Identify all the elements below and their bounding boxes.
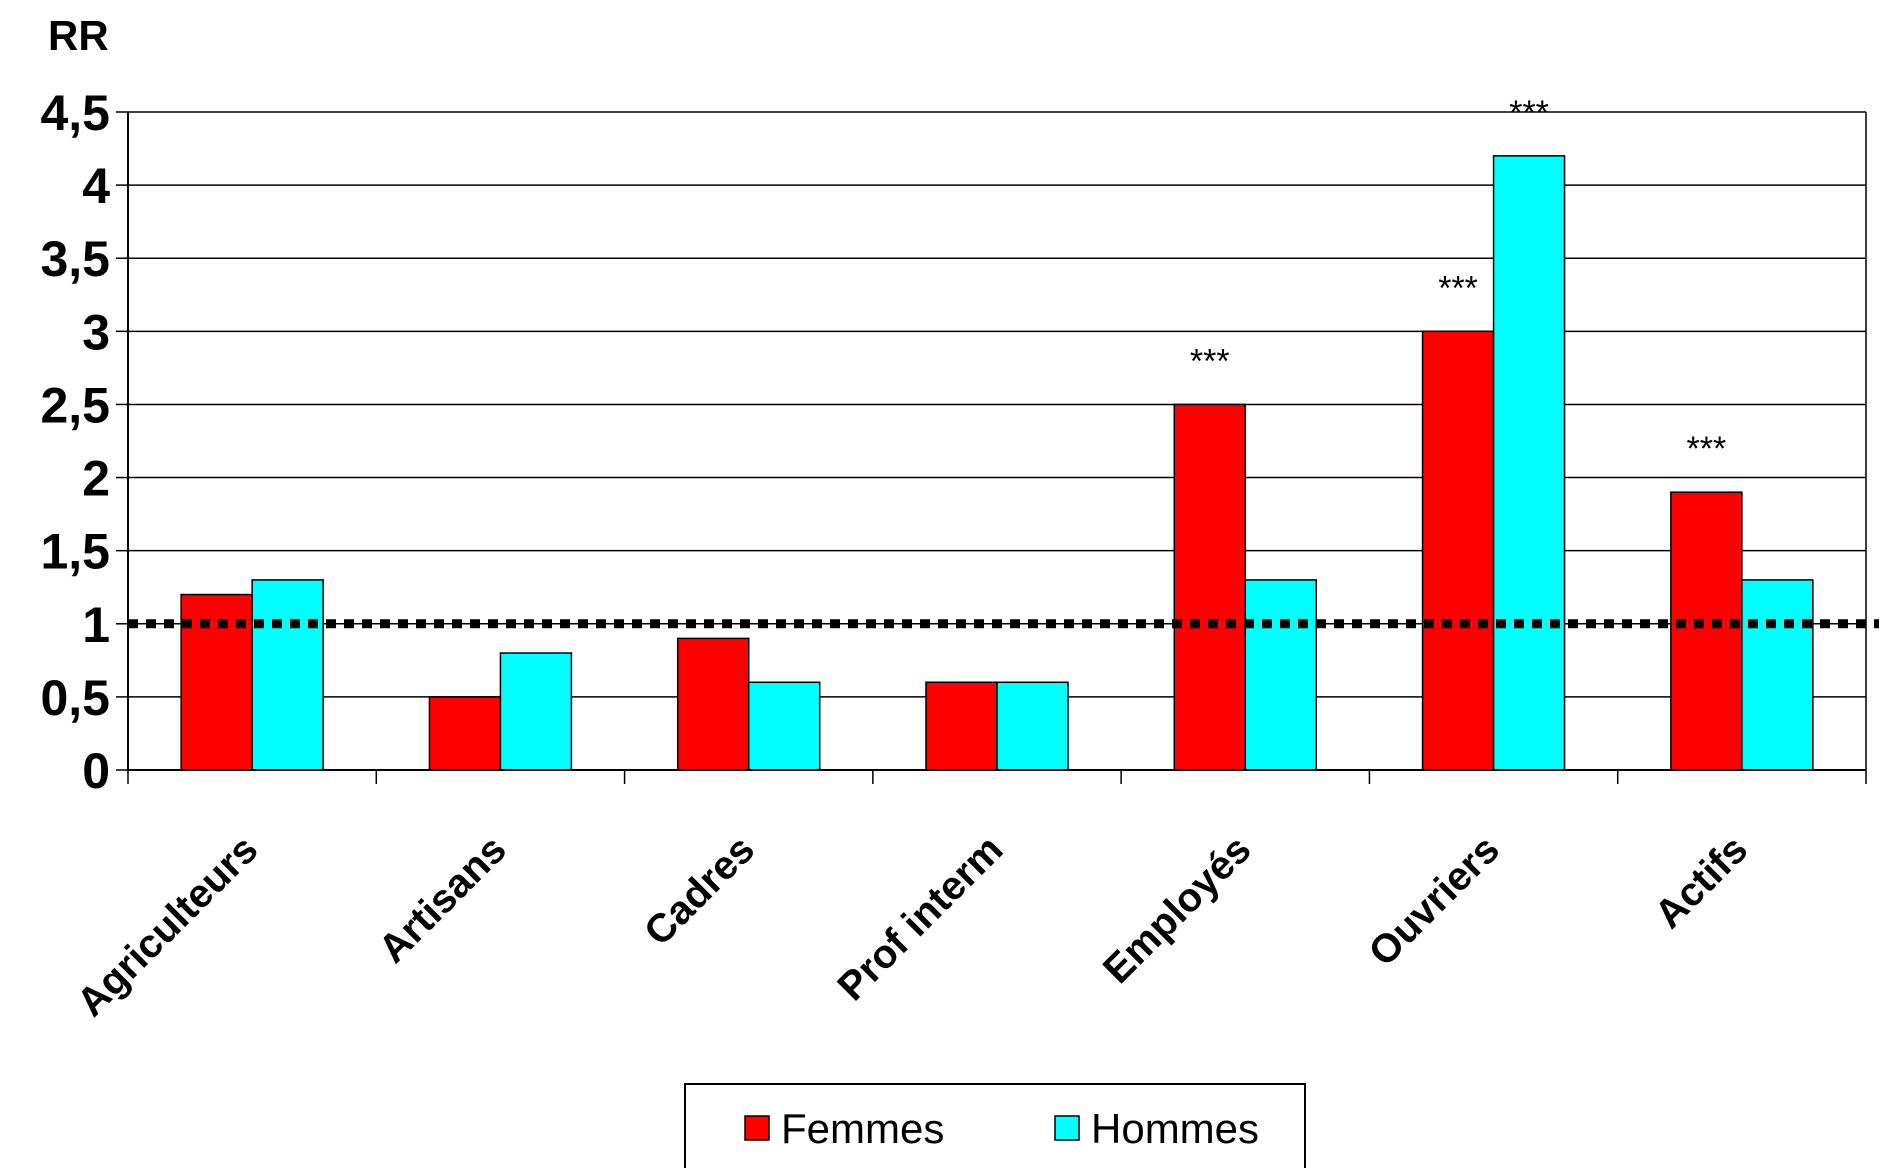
bar-femmes <box>1173 403 1247 771</box>
significance-marker: *** <box>1509 94 1549 132</box>
gridlines <box>128 111 1866 698</box>
x-tick-label: Employés <box>1095 827 1260 992</box>
legend-swatch-hommes <box>1054 1115 1080 1141</box>
x-tick-label: Agriculteurs <box>69 827 267 1025</box>
significance-markers: *** *** *** *** <box>1190 94 1726 468</box>
y-tick-label: 4,5 <box>40 85 110 141</box>
legend-label-femmes: Femmes <box>781 1105 944 1152</box>
bar-hommes <box>1244 579 1318 771</box>
bar-femmes <box>1421 330 1495 771</box>
x-tick-label: Artisans <box>370 827 514 971</box>
y-tick-label: 3 <box>82 304 110 360</box>
y-tick-label: 0,5 <box>40 670 110 726</box>
bar-femmes <box>1670 491 1743 771</box>
y-tick-label: 0 <box>82 743 110 799</box>
bar-femmes <box>676 637 750 771</box>
bar-femmes <box>428 696 502 771</box>
legend: Femmes Hommes <box>684 1083 1306 1168</box>
bar-hommes <box>996 681 1069 771</box>
significance-marker: *** <box>1687 430 1727 468</box>
y-tick-label: 2 <box>82 451 110 507</box>
y-tick-label: 1 <box>82 597 110 653</box>
bar-hommes <box>499 652 573 771</box>
legend-swatch-femmes <box>744 1115 770 1141</box>
x-tick-label: Prof interm <box>829 827 1011 1009</box>
significance-marker: *** <box>1438 269 1478 307</box>
bar-hommes <box>1741 579 1814 771</box>
x-axis-ticks: Agriculteurs Artisans Cadres Prof interm Emp… <box>69 827 1756 1025</box>
significance-marker: *** <box>1190 342 1230 380</box>
legend-label-hommes: Hommes <box>1091 1105 1259 1152</box>
y-tick-label: 2,5 <box>40 377 110 433</box>
bars <box>180 155 1814 771</box>
y-tick-label: 3,5 <box>40 231 110 287</box>
x-tick-label: Ouvriers <box>1360 827 1507 974</box>
axes <box>127 112 1867 784</box>
bar-hommes <box>251 579 324 771</box>
bar-hommes <box>747 681 821 771</box>
y-tick-label: 4 <box>82 158 110 214</box>
bar-hommes <box>1492 155 1566 771</box>
y-tick-label: 1,5 <box>40 524 110 580</box>
legend-box <box>684 1083 1306 1168</box>
bar-femmes <box>925 681 998 771</box>
x-tick-label: Actifs <box>1647 827 1757 937</box>
y-axis-ticks: 0 0,5 1 1,5 2 2,5 3 3,5 4 4,5 <box>40 85 128 799</box>
y-axis-label: RR <box>48 12 109 59</box>
x-tick-label: Cadres <box>636 827 763 954</box>
